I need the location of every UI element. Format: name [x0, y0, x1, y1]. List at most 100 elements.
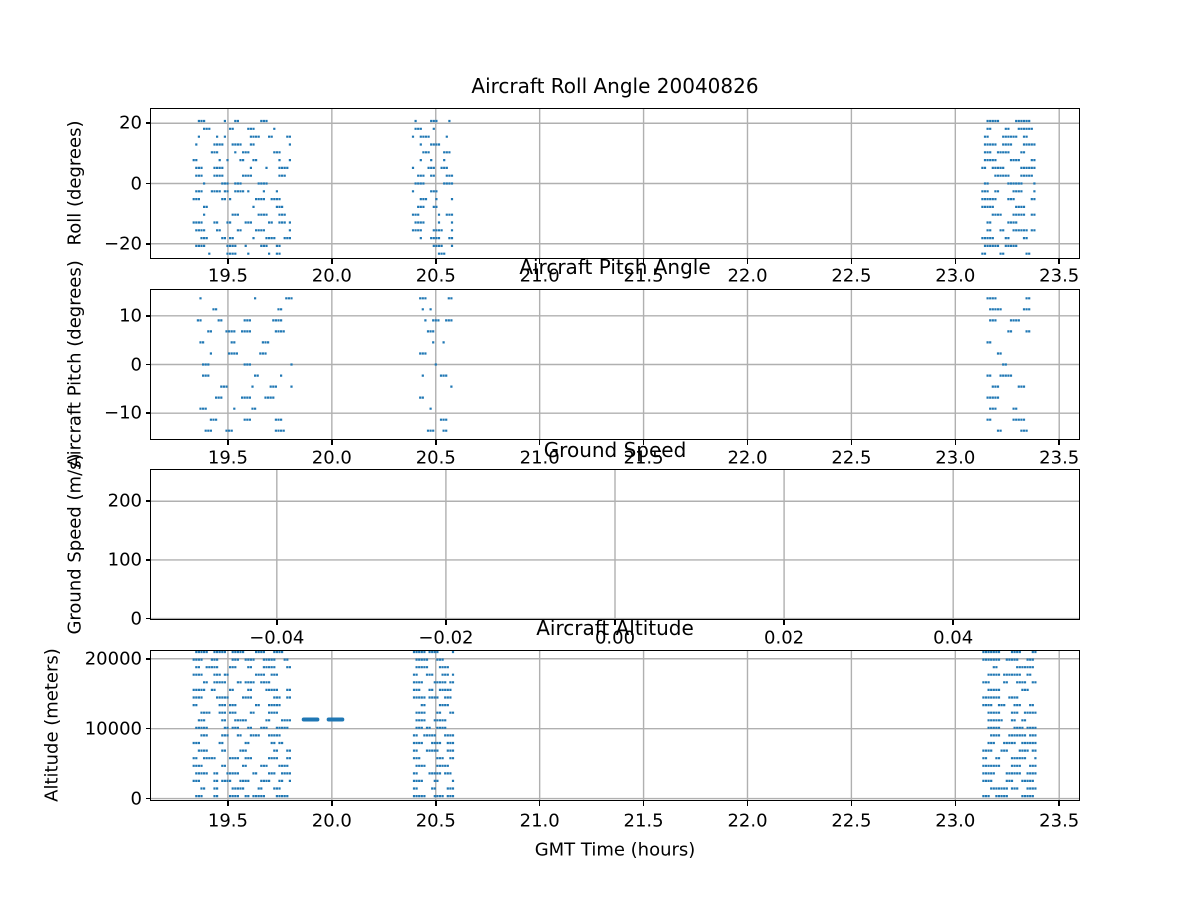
x-tick-label: 19.5 — [207, 810, 248, 832]
x-tick — [642, 440, 645, 445]
x-tick — [1058, 801, 1060, 806]
x-tick — [1058, 259, 1060, 264]
x-tick-label: 23.0 — [935, 265, 976, 287]
ground-speed-axes — [150, 469, 1080, 620]
y-tick — [145, 617, 150, 620]
level-run — [326, 717, 345, 722]
x-tick-label: 23.5 — [1039, 265, 1080, 287]
scatter-points — [419, 297, 453, 432]
scatter-points — [986, 297, 1031, 432]
x-tick — [331, 259, 333, 264]
grid-lines — [150, 289, 1080, 440]
x-tick-label: 21.5 — [623, 810, 664, 832]
x-tick — [331, 801, 333, 806]
x-tick — [954, 801, 957, 806]
x-tick — [434, 259, 437, 264]
y-tick-label: 10000 — [84, 718, 142, 740]
x-tick-label: 22.0 — [727, 265, 768, 287]
altitude-ylabel: Altitude (meters) — [41, 648, 63, 802]
y-tick — [145, 363, 150, 366]
y-tick — [145, 412, 150, 414]
x-tick — [642, 259, 645, 264]
y-tick — [145, 122, 150, 125]
y-tick-label: −10 — [104, 402, 142, 424]
x-tick — [227, 801, 229, 806]
x-tick-label: 21.5 — [623, 447, 664, 469]
x-tick — [746, 440, 749, 445]
ground-speed-ylabel: Ground Speed (m/s) — [64, 453, 86, 635]
x-tick-label: −0.02 — [418, 627, 474, 649]
x-tick-label: 23.0 — [935, 447, 976, 469]
scatter-points — [196, 297, 293, 432]
x-tick — [746, 259, 749, 264]
pitch-plot-area — [150, 289, 1080, 440]
x-tick — [954, 440, 957, 445]
x-tick-label: 0.00 — [594, 627, 636, 649]
x-tick — [1058, 440, 1060, 445]
x-tick-label: 19.5 — [207, 447, 248, 469]
x-tick — [445, 620, 447, 625]
y-tick — [145, 314, 150, 317]
x-tick — [227, 440, 229, 445]
grid-lines — [150, 469, 1080, 620]
grid-lines — [150, 650, 1080, 801]
x-tick — [850, 259, 853, 264]
x-tick-label: 22.5 — [831, 265, 872, 287]
x-tick-label: 22.0 — [727, 810, 768, 832]
y-tick-label: 0 — [130, 788, 142, 810]
x-tick-label: 22.5 — [831, 447, 872, 469]
y-tick-label: −20 — [104, 233, 142, 255]
x-tick-label: 23.5 — [1039, 447, 1080, 469]
y-tick — [145, 500, 150, 503]
x-tick — [954, 259, 957, 264]
pitch-title: Aircraft Pitch Angle — [519, 255, 711, 279]
y-tick-label: 10 — [119, 305, 142, 327]
x-tick-label: 20.0 — [311, 447, 352, 469]
x-tick-label: 22.0 — [727, 447, 768, 469]
x-tick-label: 20.5 — [415, 447, 456, 469]
x-tick — [850, 801, 853, 806]
x-tick — [331, 440, 333, 445]
x-tick-label: 22.5 — [831, 810, 872, 832]
y-tick-label: 20 — [119, 112, 142, 134]
y-tick — [145, 657, 150, 660]
y-tick — [145, 182, 150, 185]
roll-axes — [150, 108, 1080, 259]
x-tick — [434, 440, 437, 445]
x-tick-label: 21.0 — [519, 265, 560, 287]
pitch-ylabel: Aircraft Pitch (degrees) — [64, 260, 86, 468]
roll-title: Aircraft Roll Angle 20040826 — [471, 74, 759, 98]
y-tick-label: 100 — [107, 549, 142, 571]
y-tick-label: 0 — [130, 173, 142, 194]
y-tick — [145, 727, 150, 730]
x-tick — [746, 801, 749, 806]
x-tick — [783, 620, 785, 625]
y-tick — [145, 797, 150, 800]
x-tick-label: 0.04 — [933, 627, 974, 649]
x-tick-label: 23.0 — [935, 810, 976, 832]
x-tick — [850, 440, 853, 445]
y-tick — [145, 559, 150, 561]
x-tick-label: 0.02 — [764, 627, 805, 649]
x-tick-label: 21.0 — [519, 810, 560, 832]
x-tick — [642, 801, 645, 806]
x-tick — [227, 259, 229, 264]
roll-ylabel: Roll (degrees) — [64, 120, 86, 246]
altitude-plot-area — [150, 650, 1080, 801]
x-tick-label: 19.5 — [207, 265, 248, 287]
ground-speed-plot-area — [150, 469, 1080, 620]
y-tick-label: 20000 — [84, 648, 142, 670]
altitude-axes — [150, 650, 1080, 801]
x-tick — [952, 620, 954, 625]
x-tick — [614, 620, 616, 625]
x-tick-label: 20.5 — [415, 810, 456, 832]
x-tick-label: 20.0 — [311, 265, 352, 287]
x-tick-label: 21.0 — [519, 447, 560, 469]
y-tick-label: 0 — [130, 608, 142, 630]
x-tick-label: 20.5 — [415, 265, 456, 287]
gmt-time-xlabel: GMT Time (hours) — [534, 839, 696, 861]
x-tick — [538, 801, 541, 806]
x-tick — [434, 801, 437, 806]
ground-speed-title: Ground Speed — [543, 438, 687, 462]
